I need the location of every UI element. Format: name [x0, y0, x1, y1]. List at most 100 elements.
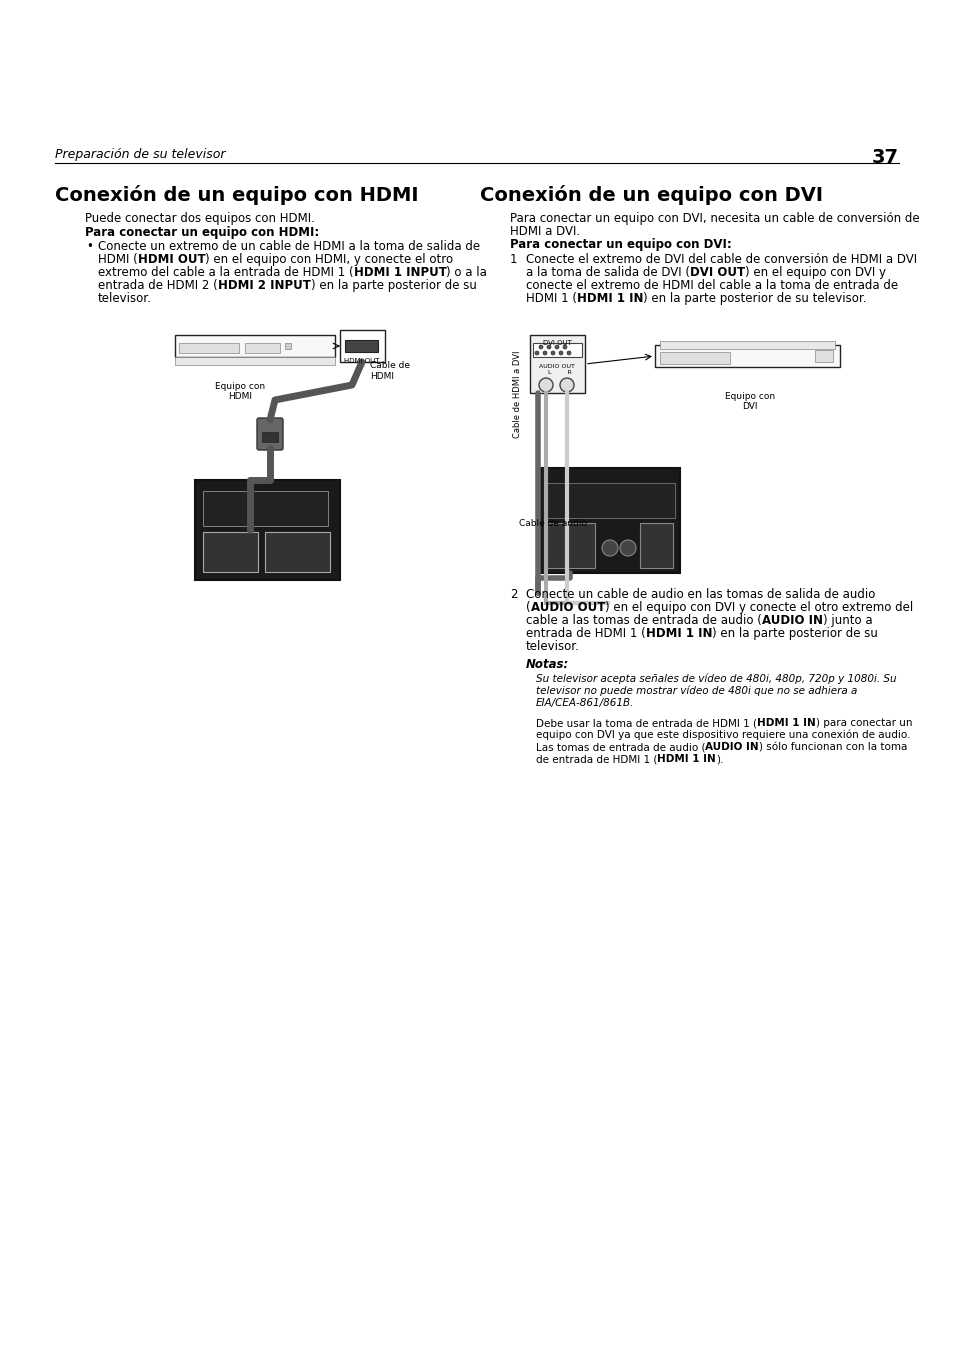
Text: Cable de audio: Cable de audio [518, 518, 586, 528]
Text: conecte el extremo de HDMI del cable a la toma de entrada de: conecte el extremo de HDMI del cable a l… [525, 279, 897, 292]
Text: HDMI 1 IN: HDMI 1 IN [577, 292, 643, 305]
Circle shape [619, 540, 636, 556]
Text: Cable de HDMI a DVI: Cable de HDMI a DVI [513, 350, 522, 437]
Text: Para conectar un equipo con DVI, necesita un cable de conversión de: Para conectar un equipo con DVI, necesit… [510, 212, 919, 225]
Circle shape [562, 346, 566, 350]
Circle shape [542, 351, 546, 355]
Text: Equipo con
HDMI: Equipo con HDMI [214, 382, 265, 401]
Text: HDMI 1 (: HDMI 1 ( [525, 292, 577, 305]
FancyBboxPatch shape [339, 329, 385, 362]
Text: equipo con DVI ya que este dispositivo requiere una conexión de audio.: equipo con DVI ya que este dispositivo r… [536, 730, 909, 741]
Text: HDMI OUT: HDMI OUT [344, 358, 379, 364]
Circle shape [546, 346, 551, 350]
Text: AUDIO IN: AUDIO IN [761, 614, 822, 626]
Circle shape [559, 378, 574, 392]
Circle shape [538, 346, 542, 350]
Text: AUDIO IN: AUDIO IN [705, 743, 759, 752]
FancyBboxPatch shape [174, 335, 335, 356]
Text: Las tomas de entrada de audio (: Las tomas de entrada de audio ( [536, 743, 705, 752]
Text: Preparación de su televisor: Preparación de su televisor [55, 148, 225, 161]
Text: ) en el equipo con DVI y: ) en el equipo con DVI y [744, 266, 885, 279]
Text: Cable de
HDMI: Cable de HDMI [370, 362, 410, 381]
Circle shape [558, 351, 562, 355]
Text: Conexión de un equipo con DVI: Conexión de un equipo con DVI [479, 185, 822, 205]
Text: 1: 1 [510, 252, 517, 266]
Text: ) junto a: ) junto a [822, 614, 872, 626]
Text: HDMI 1 IN: HDMI 1 IN [645, 626, 712, 640]
Text: ) en el equipo con DVI y conecte el otro extremo del: ) en el equipo con DVI y conecte el otro… [604, 601, 912, 614]
Circle shape [601, 540, 618, 556]
FancyBboxPatch shape [639, 522, 672, 568]
Text: ) en la parte posterior de su televisor.: ) en la parte posterior de su televisor. [643, 292, 866, 305]
FancyBboxPatch shape [174, 356, 335, 365]
Text: cable a las tomas de entrada de audio (: cable a las tomas de entrada de audio ( [525, 614, 761, 626]
Text: Conecte el extremo de DVI del cable de conversión de HDMI a DVI: Conecte el extremo de DVI del cable de c… [525, 252, 916, 266]
Circle shape [566, 351, 571, 355]
Text: Conecte un extremo de un cable de HDMI a la toma de salida de: Conecte un extremo de un cable de HDMI a… [98, 240, 479, 252]
FancyBboxPatch shape [265, 532, 330, 572]
Text: entrada de HDMI 2 (: entrada de HDMI 2 ( [98, 279, 217, 292]
Text: DVI OUT: DVI OUT [689, 266, 744, 279]
Text: •: • [86, 240, 92, 252]
Text: extremo del cable a la entrada de HDMI 1 (: extremo del cable a la entrada de HDMI 1… [98, 266, 354, 279]
Text: ) en el equipo con HDMI, y conecte el otro: ) en el equipo con HDMI, y conecte el ot… [205, 252, 453, 266]
FancyBboxPatch shape [179, 343, 239, 352]
Text: televisor no puede mostrar vídeo de 480i que no se adhiera a: televisor no puede mostrar vídeo de 480i… [536, 686, 857, 697]
Text: Equipo con
DVI: Equipo con DVI [724, 392, 774, 412]
Text: (: ( [525, 601, 530, 614]
Text: televisor.: televisor. [525, 640, 579, 653]
Text: ) sólo funcionan con la toma: ) sólo funcionan con la toma [759, 743, 906, 752]
FancyBboxPatch shape [285, 343, 291, 350]
Text: ) en la parte posterior de su: ) en la parte posterior de su [311, 279, 476, 292]
Text: Conecte un cable de audio en las tomas de salida de audio: Conecte un cable de audio en las tomas d… [525, 589, 875, 601]
FancyBboxPatch shape [533, 343, 581, 356]
Text: ) o a la: ) o a la [446, 266, 487, 279]
Text: AUDIO OUT: AUDIO OUT [530, 601, 604, 614]
FancyBboxPatch shape [530, 335, 584, 393]
Text: Puede conectar dos equipos con HDMI.: Puede conectar dos equipos con HDMI. [85, 212, 314, 225]
Text: Para conectar un equipo con DVI:: Para conectar un equipo con DVI: [510, 238, 731, 251]
Text: entrada de HDMI 1 (: entrada de HDMI 1 ( [525, 626, 645, 640]
FancyBboxPatch shape [659, 342, 834, 350]
Text: HDMI (: HDMI ( [98, 252, 137, 266]
Circle shape [535, 351, 538, 355]
Text: HDMI 1 INPUT: HDMI 1 INPUT [354, 266, 446, 279]
Circle shape [551, 351, 555, 355]
Text: HDMI 2 INPUT: HDMI 2 INPUT [217, 279, 311, 292]
FancyBboxPatch shape [544, 522, 595, 568]
Text: ) en la parte posterior de su: ) en la parte posterior de su [712, 626, 877, 640]
FancyBboxPatch shape [203, 532, 257, 572]
Text: Debe usar la toma de entrada de HDMI 1 (: Debe usar la toma de entrada de HDMI 1 ( [536, 718, 757, 728]
FancyBboxPatch shape [245, 343, 280, 352]
FancyBboxPatch shape [262, 432, 277, 441]
Circle shape [555, 346, 558, 350]
FancyBboxPatch shape [544, 483, 675, 518]
Text: 37: 37 [871, 148, 898, 167]
FancyBboxPatch shape [194, 481, 339, 580]
FancyBboxPatch shape [539, 468, 679, 572]
FancyBboxPatch shape [345, 340, 377, 352]
Text: HDMI 1 IN: HDMI 1 IN [657, 755, 716, 764]
Text: EIA/CEA-861/861B.: EIA/CEA-861/861B. [536, 698, 634, 707]
FancyBboxPatch shape [256, 418, 283, 450]
Text: AUDIO OUT
   L        R: AUDIO OUT L R [538, 364, 575, 375]
FancyBboxPatch shape [659, 352, 729, 365]
Text: HDMI OUT: HDMI OUT [137, 252, 205, 266]
Text: ).: ). [716, 755, 722, 764]
FancyBboxPatch shape [203, 491, 328, 526]
Text: HDMI 1 IN: HDMI 1 IN [757, 718, 815, 728]
Text: de entrada de HDMI 1 (: de entrada de HDMI 1 ( [536, 755, 657, 764]
Text: Su televisor acepta señales de vídeo de 480i, 480p, 720p y 1080i. Su: Su televisor acepta señales de vídeo de … [536, 674, 896, 684]
FancyBboxPatch shape [655, 346, 840, 367]
Text: Notas:: Notas: [525, 657, 569, 671]
Text: Conexión de un equipo con HDMI: Conexión de un equipo con HDMI [55, 185, 418, 205]
FancyBboxPatch shape [814, 350, 832, 362]
Text: DVI OUT: DVI OUT [542, 340, 571, 346]
Text: a la toma de salida de DVI (: a la toma de salida de DVI ( [525, 266, 689, 279]
Text: 2: 2 [510, 589, 517, 601]
Circle shape [538, 378, 553, 392]
Text: Para conectar un equipo con HDMI:: Para conectar un equipo con HDMI: [85, 225, 319, 239]
Text: ) para conectar un: ) para conectar un [815, 718, 911, 728]
Text: HDMI a DVI.: HDMI a DVI. [510, 225, 579, 238]
Text: televisor.: televisor. [98, 292, 152, 305]
